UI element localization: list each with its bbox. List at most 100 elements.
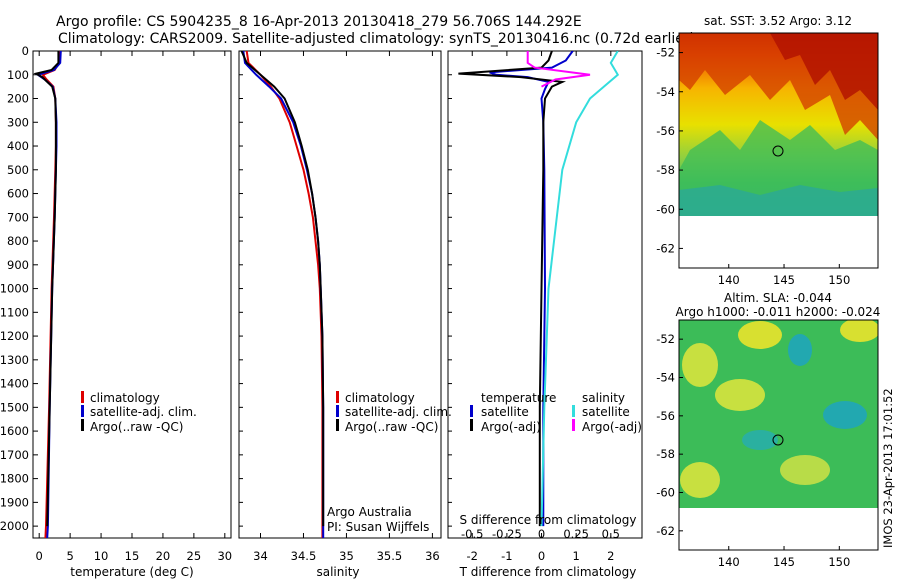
sst-teal-band [679,185,878,216]
legend-title-salinity: salinity [582,391,625,405]
sla-blue-patch [788,334,812,366]
legend-swatch-argo [81,419,84,431]
difference-profiles [458,51,620,527]
sst-heatmap [679,33,878,268]
s-tick-label: 0.5 [602,527,620,541]
x-tick-label: 30 [217,549,232,563]
x-tick-label: 35.5 [377,549,403,563]
depth-axis: 0 100 200 300 400 500 600 700 800 900 1000 1100 1200… [0,44,38,533]
y-tick-label: 1300 [0,353,29,367]
sst-hot-region [770,33,878,110]
series-line [33,51,60,527]
sla-mask [679,508,878,550]
legend-swatch-climatology [336,391,339,403]
series-line [489,51,574,527]
sla-map-frame [678,319,879,551]
y-tick-label: 100 [7,68,29,82]
salinity-axes-frame [238,50,442,539]
lat-tick-label: -54 [656,85,675,99]
t-difference-x-axis: -2 -1 0 1 2 [448,50,614,563]
lon-tick-label: 150 [828,273,850,287]
x-tick-label: 5 [66,549,73,563]
difference-panel: -2 -1 0 1 2 -0.5 -0.25 0 0.25 0.5 S difference f… [447,50,643,579]
x-tick-label: 35 [339,549,354,563]
sla-heatmap [679,320,878,550]
lat-tick-label: -58 [656,447,675,461]
y-tick-label: 1600 [0,424,29,438]
x-tick-label: 0 [36,549,43,563]
sla-map: Altim. SLA: -0.044 Argo h1000: -0.011 h2… [656,291,880,569]
s-tick-label: 0 [538,527,545,541]
s-tick-label: -0.25 [492,527,522,541]
y-tick-label: 1100 [0,305,29,319]
sla-map-subtitle: Argo h1000: -0.011 h2000: -0.024 [676,305,881,319]
x-tick-label: 25 [187,549,202,563]
legend-swatch-sal-argo [572,419,575,431]
sst-mask [679,216,878,268]
lat-tick-label: -52 [656,46,675,60]
legend-label-argo: Argo(..raw -QC) [90,420,183,434]
y-tick-label: 1900 [0,495,29,509]
y-tick-label: 600 [7,187,29,201]
sst-map-title: sat. SST: 3.52 Argo: 3.12 [704,14,852,28]
lat-tick-label: -54 [656,371,675,385]
legend-label-sal-satellite: satellite [582,405,630,419]
s-tick-label: -0.5 [461,527,483,541]
x-tick-label: 1 [573,549,580,563]
legend-swatch-satellite-adj [81,405,84,417]
legend-label-climatology: climatology [345,391,415,405]
salinity-panel: 34 34.5 35 35.5 36 salinity climatology sate… [238,50,452,579]
s-tick-label: 0.25 [563,527,589,541]
y-tick-label: 200 [7,92,29,106]
legend-label-climatology: climatology [90,391,160,405]
x-tick-label: -2 [467,549,478,563]
y-tick-label: 1500 [0,400,29,414]
salinity-x-axis: 34 34.5 35 35.5 36 [239,50,440,563]
lon-tick-label: 145 [773,555,795,569]
y-tick-label: 1000 [0,282,29,296]
temperature-axes-frame [32,50,232,539]
sla-map-axes: -52 -54 -56 -58 -60 -62 140 145 150 [656,332,850,569]
x-tick-label: 15 [125,549,140,563]
y-tick-label: 500 [7,163,29,177]
argo-position-marker [772,145,784,157]
lat-tick-label: -56 [656,409,675,423]
title-line2: Climatology: CARS2009. Satellite-adjuste… [58,31,695,47]
temperature-x-axis: 0 5 10 15 20 25 30 [36,51,232,563]
salinity-profiles [240,51,325,538]
x-tick-label: 10 [94,549,109,563]
x-tick-label: 36 [425,549,440,563]
y-tick-label: 300 [7,115,29,129]
legend-label-satellite-adj: satellite-adj. clim. [90,405,197,419]
x-tick-label: -1 [501,549,512,563]
lon-tick-label: 140 [718,273,740,287]
salinity-legend: climatology satellite-adj. clim. Argo(..… [336,391,452,434]
y-tick-label: 1200 [0,329,29,343]
lat-tick-label: -60 [656,486,675,500]
series-line [458,51,567,527]
sla-yellow-patch [680,462,720,498]
x-tick-label: 0 [538,549,545,563]
y-tick-label: 1400 [0,377,29,391]
temperature-panel: 0100200300400500600700800900100011001200… [0,44,232,579]
argo-position-marker [772,434,784,446]
lat-tick-label: -60 [656,202,675,216]
difference-axes-frame [447,50,643,539]
legend-swatch-sal-satellite [572,405,575,417]
series-line [242,51,325,538]
temperature-xlabel: temperature (deg C) [70,565,193,579]
x-tick-label: 34.5 [291,549,317,563]
sst-map-frame [678,32,879,269]
legend-swatch-satellite-adj [336,405,339,417]
sla-yellow-patch [840,320,878,342]
temperature-legend: climatology satellite-adj. clim. Argo(..… [81,391,197,434]
sla-blue-patch [823,401,867,429]
legend-label-argo: Argo(..raw -QC) [345,420,438,434]
legend-swatch-argo [336,419,339,431]
y-tick-label: 400 [7,139,29,153]
legend-swatch-climatology [81,391,84,403]
legend-swatch-temp-satellite [470,405,473,417]
side-stamp: IMOS 23-Apr-2013 17:01:52 [881,388,895,548]
series-line [540,51,620,527]
